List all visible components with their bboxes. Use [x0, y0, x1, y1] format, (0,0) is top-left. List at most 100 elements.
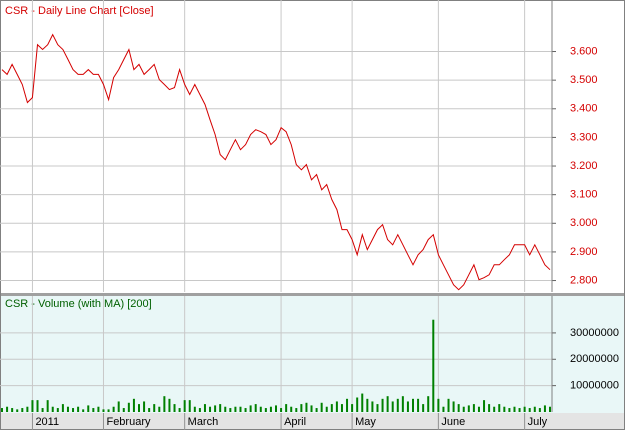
volume-bar [498, 404, 501, 412]
y-tick-label: 3.300 [570, 131, 598, 143]
volume-bar [51, 406, 54, 412]
volume-bar [452, 401, 455, 412]
volume-bar [528, 408, 531, 412]
volume-bar [163, 396, 166, 412]
volume-bar [320, 402, 323, 412]
volume-bar [396, 398, 399, 412]
volume-bar [229, 408, 232, 412]
volume-bar [356, 397, 359, 412]
volume-bar [11, 408, 14, 412]
volume-bar [371, 401, 374, 412]
volume-bar [203, 404, 206, 412]
volume-bar [518, 408, 521, 412]
volume-bar [366, 398, 369, 412]
volume-bar [406, 401, 409, 412]
volume-bar [209, 406, 212, 412]
volume-bar [16, 409, 19, 412]
volume-bar [56, 408, 59, 412]
volume-bar [549, 406, 551, 412]
volume-bar [467, 405, 470, 412]
volume-bar [305, 402, 308, 412]
volume-bar [269, 406, 272, 412]
volume-bar [340, 404, 343, 412]
volume-bar [493, 406, 496, 412]
volume-bar [325, 406, 328, 412]
volume-bar [386, 396, 389, 412]
y-tick-label: 3.200 [570, 160, 598, 172]
volume-bar [77, 406, 80, 412]
volume-bar [107, 409, 110, 412]
volume-bar [198, 408, 201, 412]
volume-bar [412, 398, 414, 412]
volume-bar [249, 405, 252, 412]
volume-bar [447, 398, 450, 412]
y-tick-label: 3.600 [570, 45, 598, 57]
volume-bar [295, 408, 298, 412]
volume-bar [36, 400, 39, 412]
volume-bar [442, 406, 445, 412]
volume-bar [224, 406, 227, 412]
volume-bar [346, 398, 349, 412]
volume-bar [351, 404, 354, 412]
volume-bar [158, 406, 161, 412]
separator [0, 293, 625, 296]
x-tick-label: March [188, 416, 219, 428]
volume-bar [26, 406, 29, 412]
volume-bar [148, 408, 151, 412]
volume-bar [300, 404, 303, 412]
volume-bar [239, 406, 242, 412]
y-tick-label: 3.500 [570, 74, 598, 86]
x-tick-label: June [441, 416, 465, 428]
y-tick-label: 2.900 [570, 246, 598, 258]
x-tick-label: April [284, 416, 306, 428]
volume-bar [427, 396, 430, 412]
y-tick-label: 20000000 [570, 353, 619, 365]
volume-bar [330, 404, 333, 412]
volume-bar [41, 408, 44, 412]
volume-bar [234, 406, 237, 412]
volume-bar [290, 406, 293, 412]
volume-bar [46, 400, 49, 412]
volume-bar [66, 406, 69, 412]
price-line [1, 33, 551, 291]
volume-bar [376, 404, 379, 412]
volume-bar [543, 405, 546, 412]
volume-bar [437, 398, 440, 412]
volume-bar [457, 404, 460, 412]
volume-bar [178, 408, 181, 412]
volume-bar [82, 409, 85, 412]
volume-bar [188, 400, 191, 412]
volume-bar [132, 398, 135, 412]
volume-bar [264, 408, 267, 412]
volume-bar [477, 406, 480, 412]
volume-bar [143, 401, 146, 412]
x-tick-label: February [106, 416, 151, 428]
volume-bar [462, 406, 465, 412]
y-tick-label: 30000000 [570, 327, 619, 339]
volume-bar [523, 406, 526, 412]
volume-bar [538, 408, 541, 412]
volume-bar [87, 405, 90, 412]
volume-bar [381, 398, 384, 412]
volume-bar [219, 404, 222, 412]
volume-bar [335, 401, 338, 412]
volume-bar [193, 406, 196, 412]
volume-bar [168, 398, 171, 412]
volume-bar [1, 408, 3, 412]
volume-bar [361, 393, 364, 412]
volume-bar [117, 401, 120, 412]
volume-bar [97, 406, 100, 412]
volume-bar [6, 406, 9, 412]
y-tick-label: 3.100 [570, 189, 598, 201]
volume-bar [183, 400, 186, 412]
volume-bar [61, 404, 64, 412]
volume-panel [0, 296, 625, 413]
x-tick-label: July [528, 416, 548, 428]
x-tick-label: May [355, 416, 376, 428]
y-tick-label: 3.000 [570, 217, 598, 229]
volume-bar [422, 404, 425, 412]
volume-bar [21, 408, 24, 412]
volume-bar [508, 408, 511, 412]
volume-bar [401, 396, 404, 412]
